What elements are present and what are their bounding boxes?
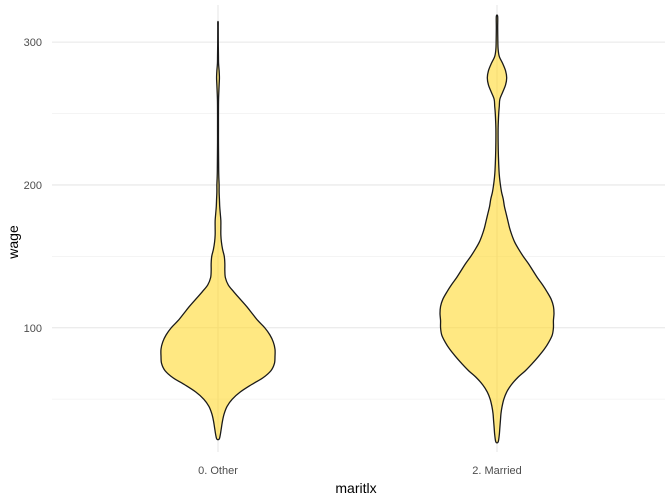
x-axis-title: maritlx — [335, 480, 376, 496]
x-tick-label: 0. Other — [198, 465, 238, 477]
y-tick-label: 300 — [24, 37, 42, 49]
grid-layer — [52, 5, 665, 452]
y-axis-tick-labels: 100 200 300 — [24, 37, 42, 335]
x-axis-tick-labels: 0. Other 2. Married — [198, 465, 522, 477]
violin-layer — [160, 14, 555, 444]
y-tick-label: 100 — [24, 323, 42, 335]
violin-married — [439, 14, 555, 444]
y-tick-label: 200 — [24, 180, 42, 192]
x-tick-label: 2. Married — [472, 465, 522, 477]
y-axis-title: wage — [5, 225, 21, 260]
violin-other — [160, 20, 276, 441]
